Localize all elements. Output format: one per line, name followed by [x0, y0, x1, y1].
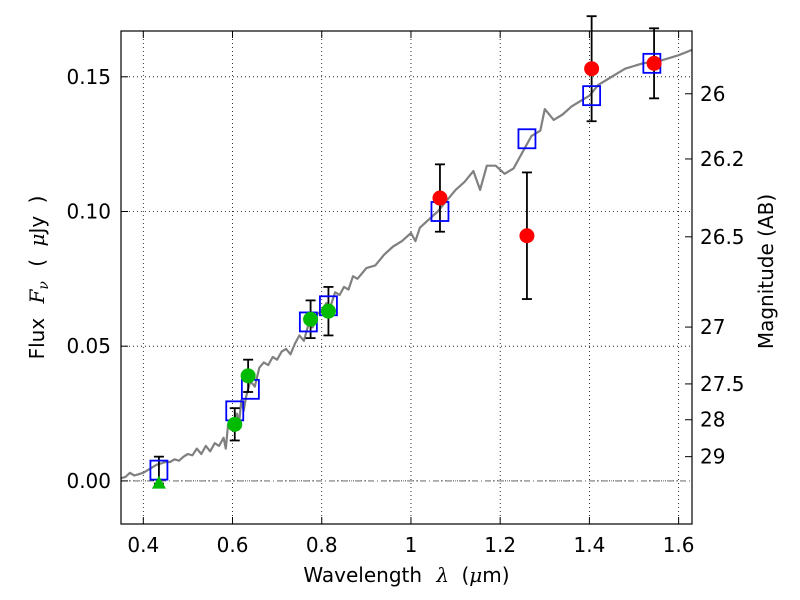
x-tick-label: 1.4 — [573, 533, 605, 557]
marker-layer — [149, 52, 662, 489]
grid-layer — [121, 31, 692, 524]
y-tick-label: 0.00 — [66, 469, 111, 493]
x-tick-label: 1.6 — [663, 533, 695, 557]
optical-point-circle — [303, 311, 319, 327]
y-axis-label-unit-close: ) — [25, 196, 49, 204]
y-axis-label-unit-mu: μ — [25, 234, 49, 247]
y2-tick-label: 27.5 — [700, 372, 745, 396]
optical-point-circle — [320, 303, 336, 319]
y2-tick-label: 29 — [700, 445, 725, 469]
y2-tick-label: 26.2 — [700, 147, 745, 171]
model-point-square — [517, 128, 537, 150]
y2-tick-label: 26.5 — [700, 225, 745, 249]
y-axis-label-unit-rest: Jy — [25, 216, 49, 236]
nir-point-circle — [646, 55, 662, 71]
spectrum-layer — [120, 48, 693, 480]
y-tick-label: 0.10 — [66, 199, 111, 223]
model-spectrum-line — [120, 48, 693, 480]
y-axis-label-unit-open: ( — [25, 259, 49, 267]
plot-frame — [120, 30, 693, 525]
x-axis-label-prefix: Wavelength — [303, 563, 422, 587]
y2-tick-label: 26 — [700, 82, 725, 106]
x-axis-label-unit-rest: m) — [482, 563, 509, 587]
upper-limit-triangle — [151, 475, 166, 489]
y2-tick-label: 28 — [700, 408, 725, 432]
y-axis-label-symbol: F — [25, 288, 49, 304]
y-axis-label-prefix: Flux — [25, 318, 49, 360]
tick-layer: 0.4 0.6 0.8 1 1.2 1.4 1.6 0.00 0.05 0.10 0.15 26 26.… — [66, 31, 745, 557]
y2-axis-label: Magnitude (AB) — [754, 194, 778, 349]
y-axis-label-subscript: ν — [36, 281, 52, 290]
y-tick-label: 0.05 — [66, 334, 111, 358]
x-axis-label: Wavelength λ (μm) — [303, 563, 509, 587]
nir-point-circle — [432, 190, 448, 206]
optical-point-circle — [240, 368, 256, 384]
x-axis-label-unit-mu: μ — [469, 563, 482, 587]
x-tick-label: 0.6 — [217, 533, 249, 557]
nir-point-circle — [584, 61, 600, 77]
optical-point-circle — [227, 416, 243, 432]
x-axis-label-symbol: λ — [435, 563, 449, 587]
x-tick-label: 1.2 — [484, 533, 516, 557]
model-point-square — [582, 85, 602, 107]
x-tick-label: 0.4 — [127, 533, 159, 557]
y-tick-label: 0.15 — [66, 65, 111, 89]
x-tick-label: 0.8 — [306, 533, 338, 557]
x-tick-label: 1 — [405, 533, 418, 557]
x-axis-label-unit-open: ( — [461, 563, 469, 587]
nir-point-circle — [519, 228, 535, 244]
y-axis-label: Flux Fν ( μJy ) — [25, 196, 53, 360]
y2-tick-label: 27 — [700, 315, 725, 339]
